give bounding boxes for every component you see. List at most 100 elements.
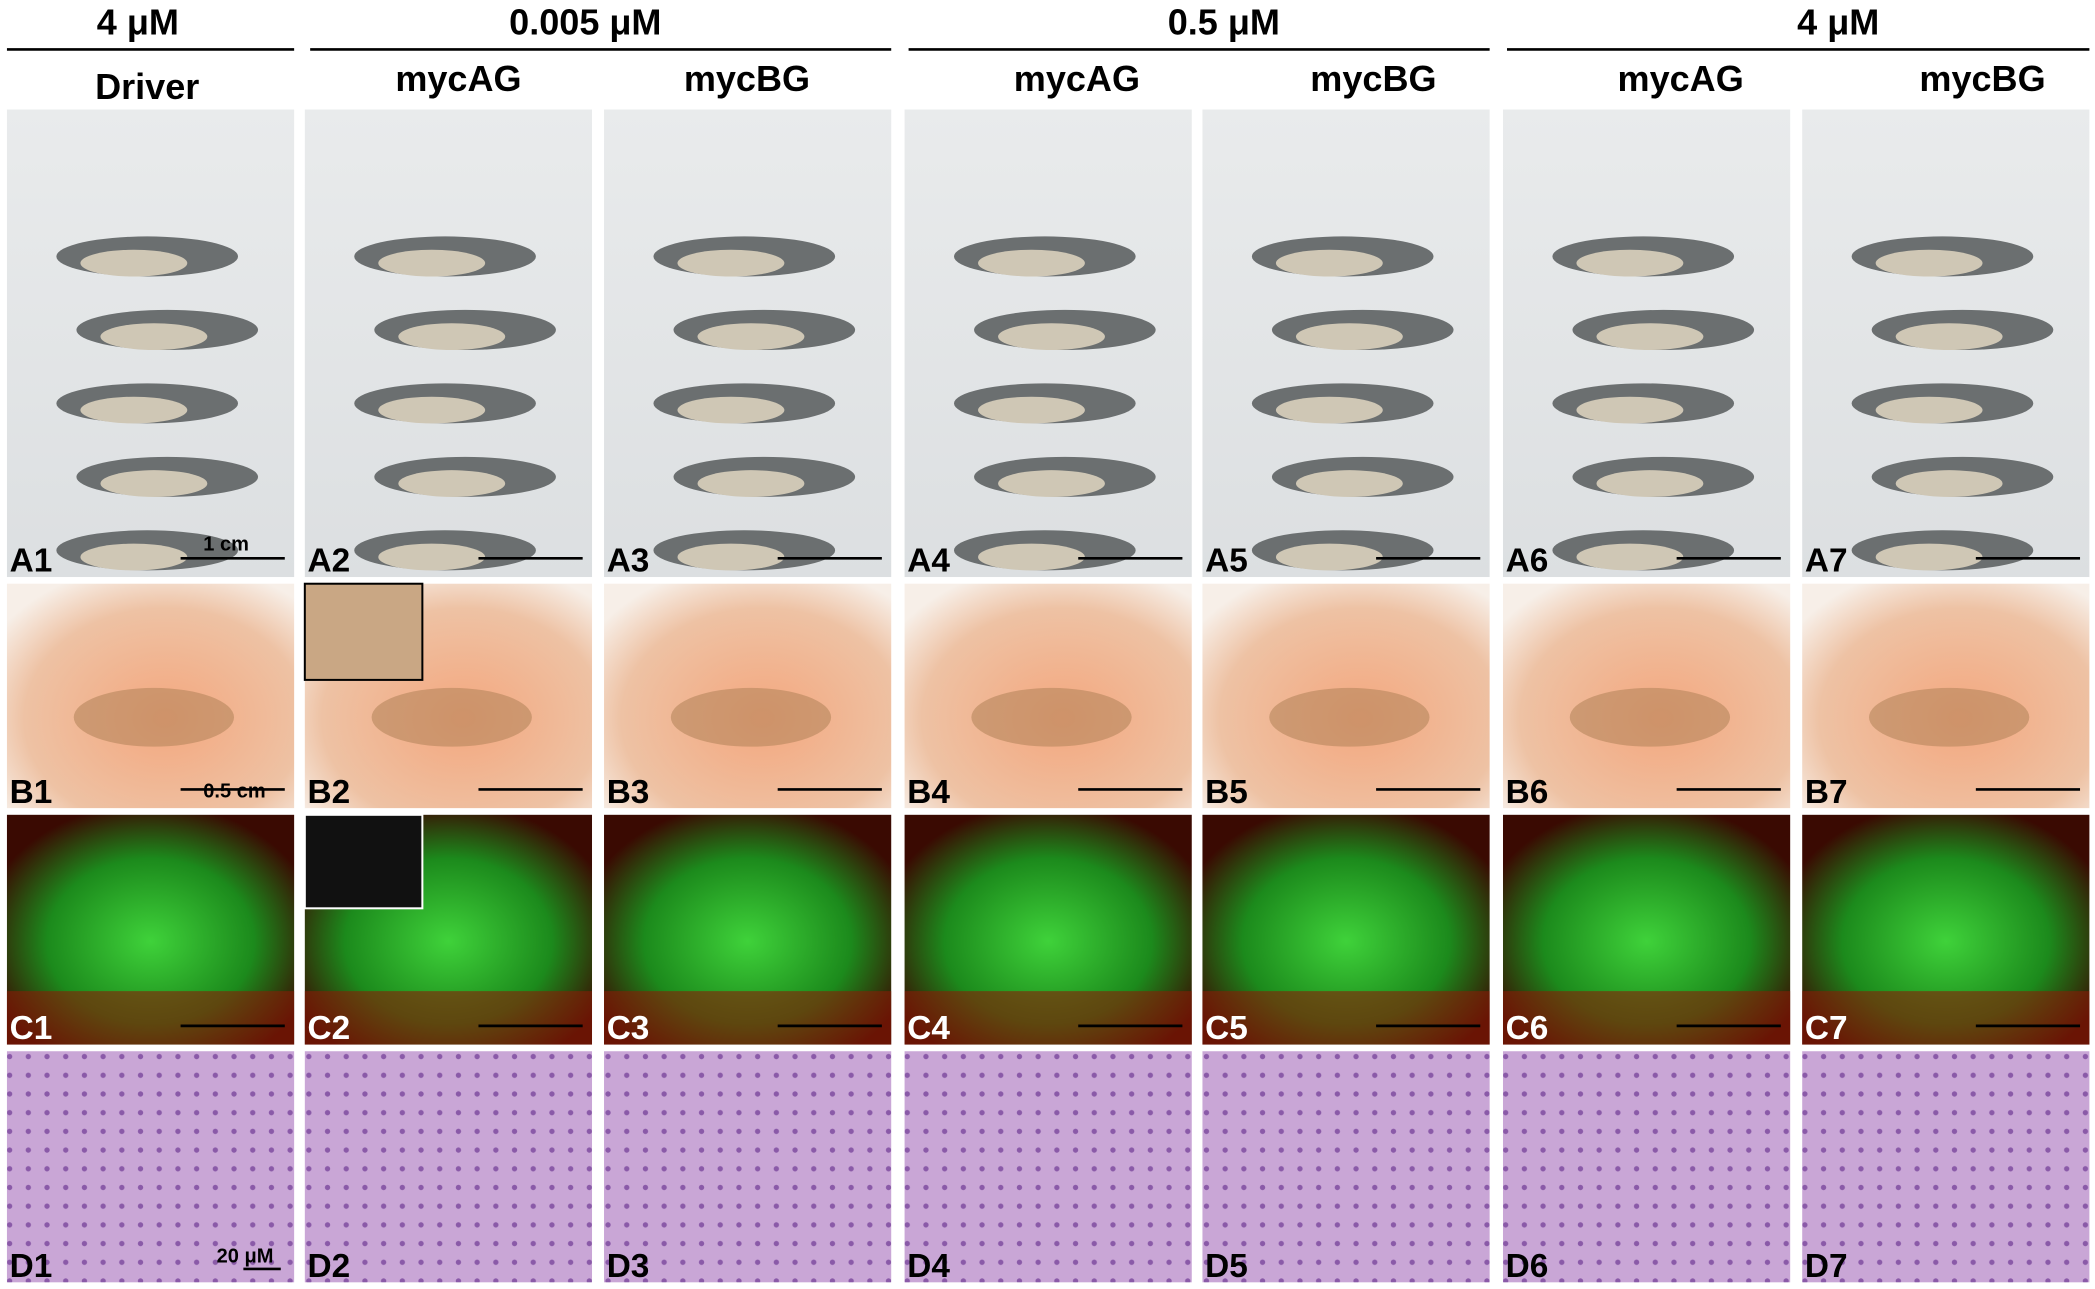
fish-belly <box>378 249 486 277</box>
scale-label: 0.5 cm <box>203 780 265 802</box>
red-bg <box>304 991 593 1045</box>
group-header: 0.005 μM <box>509 2 661 43</box>
panel-label: B1 <box>10 774 53 811</box>
gut <box>1569 687 1731 747</box>
panel-label: A4 <box>907 543 950 580</box>
red-bg <box>604 991 892 1045</box>
panel-label: A7 <box>1805 543 1848 580</box>
fish-belly <box>1875 396 1983 424</box>
panel-label: D6 <box>1506 1248 1549 1285</box>
fish-belly <box>677 543 785 571</box>
gut <box>1269 687 1430 747</box>
panel-label: A3 <box>607 543 650 580</box>
panel-label: C1 <box>10 1010 53 1047</box>
panel-label: D4 <box>907 1248 950 1285</box>
fish-belly <box>1596 323 1704 350</box>
column-label: mycAG <box>395 58 521 99</box>
fish-belly <box>1275 249 1383 277</box>
fish-belly <box>998 323 1105 350</box>
panel-label: A2 <box>307 543 350 580</box>
red-bg <box>1502 991 1791 1045</box>
fish-belly <box>1295 470 1403 497</box>
group-header: 4 μM <box>1797 2 1879 43</box>
image-panel <box>1202 1051 1490 1283</box>
fish-belly <box>378 396 486 424</box>
inset <box>303 582 424 681</box>
gut <box>1868 687 2030 747</box>
fish-belly <box>978 249 1085 277</box>
fish-belly <box>978 543 1085 571</box>
fish-belly <box>1875 543 1983 571</box>
panel-label: A5 <box>1205 543 1248 580</box>
panel-label: B6 <box>1506 774 1549 811</box>
red-bg <box>1202 991 1490 1045</box>
panel-label: C2 <box>307 1010 350 1047</box>
fish-belly <box>697 323 805 350</box>
fish-belly <box>1895 323 2003 350</box>
column-label: mycBG <box>684 58 810 99</box>
image-panel <box>304 1051 593 1283</box>
inset <box>303 813 424 910</box>
fish-belly <box>398 323 506 350</box>
panel-label: B5 <box>1205 774 1248 811</box>
fish-belly <box>697 470 805 497</box>
panel-label: B7 <box>1805 774 1848 811</box>
column-label: Driver <box>95 66 199 107</box>
image-panel <box>604 1051 892 1283</box>
image-panel <box>1802 1051 2090 1283</box>
red-bg <box>1802 991 2090 1045</box>
fish-belly <box>100 470 208 497</box>
panel-label: C4 <box>907 1010 950 1047</box>
fish-belly <box>80 396 188 424</box>
fish-belly <box>378 543 486 571</box>
image-panel <box>904 1051 1192 1283</box>
fish-belly <box>1895 470 2003 497</box>
fish-belly <box>80 543 188 571</box>
fish-belly <box>677 249 785 277</box>
panel-label: B2 <box>307 774 350 811</box>
fish-belly <box>1295 323 1403 350</box>
panel-label: C7 <box>1805 1010 1848 1047</box>
panel-label: C3 <box>607 1010 650 1047</box>
fish-belly <box>1275 396 1383 424</box>
image-panel <box>6 1051 295 1283</box>
panel-label: D5 <box>1205 1248 1248 1285</box>
gut <box>73 687 235 747</box>
panel-label: D2 <box>307 1248 350 1285</box>
fish-belly <box>677 396 785 424</box>
group-header: 4 μM <box>97 2 179 43</box>
column-label: mycBG <box>1919 58 2045 99</box>
red-bg <box>6 991 295 1045</box>
panel-label: D1 <box>10 1248 53 1285</box>
scale-label: 20 μM <box>217 1245 274 1267</box>
panel-label: A6 <box>1506 543 1549 580</box>
group-header: 0.5 μM <box>1168 2 1280 43</box>
fish-belly <box>1576 396 1684 424</box>
column-label: mycAG <box>1014 58 1140 99</box>
panel-label: D7 <box>1805 1248 1848 1285</box>
panel-label: C6 <box>1506 1010 1549 1047</box>
fish-belly <box>398 470 506 497</box>
fish-belly <box>1576 543 1684 571</box>
fish-belly <box>978 396 1085 424</box>
fish-belly <box>100 323 208 350</box>
fish-belly <box>1275 543 1383 571</box>
panel-label: B3 <box>607 774 650 811</box>
fish-belly <box>998 470 1105 497</box>
fish-belly <box>1875 249 1983 277</box>
scale-label: 1 cm <box>203 533 249 555</box>
fish-belly <box>80 249 188 277</box>
column-label: mycAG <box>1618 58 1744 99</box>
panel-label: A1 <box>10 543 53 580</box>
panel-label: B4 <box>907 774 950 811</box>
red-bg <box>904 991 1192 1045</box>
image-panel <box>1502 1051 1791 1283</box>
gut <box>670 687 832 747</box>
gut <box>371 687 532 747</box>
panel-label: C5 <box>1205 1010 1248 1047</box>
gut <box>971 687 1132 747</box>
fish-belly <box>1596 470 1704 497</box>
fish-belly <box>1576 249 1684 277</box>
